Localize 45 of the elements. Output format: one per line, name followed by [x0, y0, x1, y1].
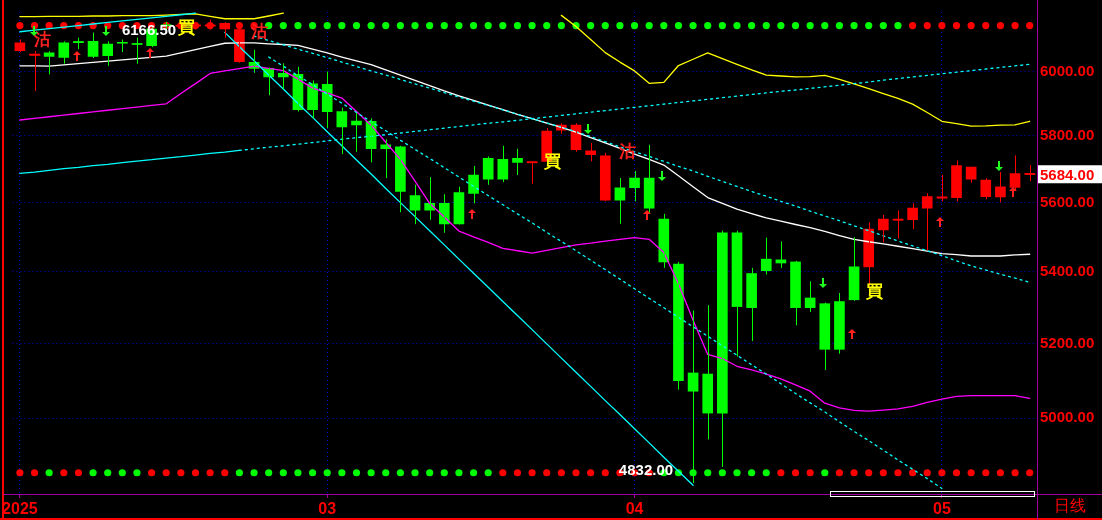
annotation: 買 — [542, 151, 561, 172]
candlestick — [614, 177, 626, 225]
candlestick — [102, 40, 114, 67]
candlestick — [599, 152, 611, 202]
text: 5684.00 — [1040, 165, 1095, 183]
candlestick — [131, 37, 143, 65]
annotation: 買 — [864, 281, 883, 302]
candlestick — [58, 40, 70, 65]
candlestick — [819, 302, 831, 371]
x-tick-label: 2025 — [2, 500, 38, 518]
candlestick — [921, 192, 933, 251]
candlestick — [512, 148, 523, 176]
candlestick — [585, 142, 596, 162]
y-tick-label: 5400.00 — [1040, 261, 1095, 279]
candlestick — [980, 177, 992, 200]
candlestick — [834, 292, 845, 355]
candlestick — [907, 202, 918, 230]
candlestick — [526, 160, 538, 185]
y-tick-label: 5000.00 — [1040, 408, 1095, 426]
y-tick-label: 5800.00 — [1040, 126, 1095, 144]
candlestick — [995, 171, 1006, 203]
annotation: 4832.00 — [618, 461, 674, 479]
text: 日线 — [1053, 496, 1086, 516]
x-tick-label: 05 — [932, 500, 951, 518]
candlestick — [892, 209, 904, 240]
candlestick — [746, 267, 757, 342]
candlestick — [760, 237, 772, 276]
candlestick — [395, 145, 406, 213]
candlestick — [717, 230, 728, 468]
annotation: 沽 — [249, 21, 268, 42]
annotation: 沽 — [32, 29, 51, 50]
y-tick-label: 5200.00 — [1040, 333, 1095, 351]
candlestick — [936, 174, 948, 202]
candlestick — [790, 260, 801, 326]
x-tick-label: 03 — [318, 500, 337, 518]
x-tick-label: 04 — [625, 500, 644, 518]
candlestick — [673, 261, 684, 391]
candlestick — [629, 170, 640, 202]
y-tick-label: 6000.00 — [1040, 61, 1095, 79]
y-tick-label: 5600.00 — [1040, 192, 1095, 210]
candlestick — [482, 155, 494, 186]
candlestick — [117, 39, 128, 53]
candlestick — [951, 159, 962, 202]
candlestick — [702, 304, 714, 440]
candlestick — [219, 21, 231, 39]
